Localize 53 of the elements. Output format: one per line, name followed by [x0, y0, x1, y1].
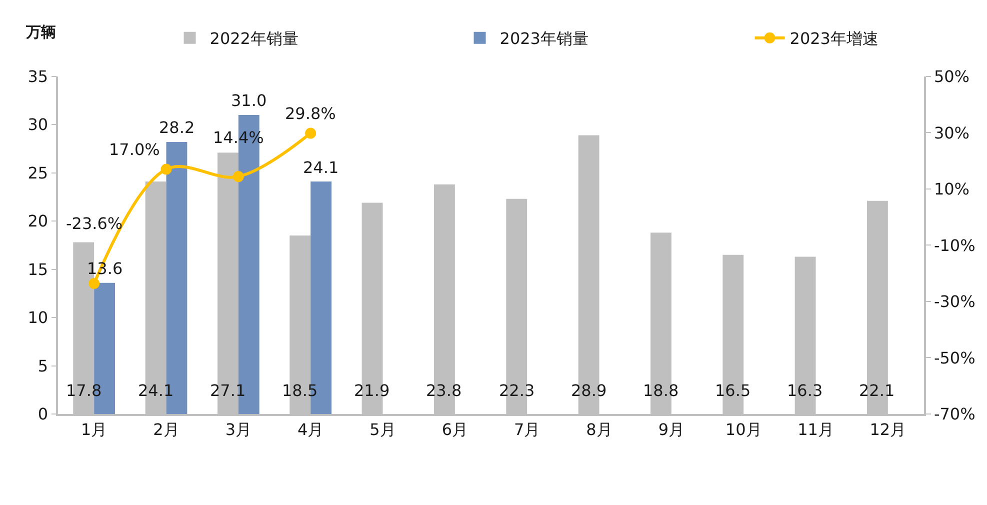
- data-label: 16.3: [787, 381, 823, 400]
- y-axis-title: 万辆: [25, 23, 56, 41]
- y-tick-label: 15: [28, 260, 48, 279]
- x-tick-label: 6月: [442, 420, 468, 439]
- data-label: 27.1: [210, 381, 246, 400]
- data-label: 24.1: [138, 381, 174, 400]
- data-label: 29.8%: [285, 104, 336, 123]
- y-tick-label: 5: [38, 356, 48, 376]
- data-label: 28.9: [571, 381, 607, 400]
- point: [305, 128, 316, 139]
- y-tick-label: 10: [28, 308, 48, 328]
- y-tick-label: 20: [28, 212, 48, 231]
- x-tick-label: 8月: [586, 420, 612, 439]
- data-label: 17.8: [66, 381, 102, 400]
- y2-tick-label: -50%: [934, 348, 976, 368]
- y-tick-label: 35: [28, 67, 48, 86]
- x-tick-label: 1月: [80, 420, 108, 439]
- legend-label: 2023年增速: [790, 29, 878, 48]
- point: [88, 278, 100, 289]
- x-tick-label: 11月: [798, 420, 834, 439]
- x-tick-label: 9月: [658, 420, 685, 439]
- data-label: 16.5: [715, 381, 751, 400]
- data-label: 28.2: [159, 118, 195, 137]
- data-label: 18.8: [643, 381, 679, 400]
- y2-tick-label: -70%: [934, 404, 976, 424]
- x-tick-label: 4月: [297, 420, 324, 439]
- data-label: -23.6%: [66, 214, 123, 233]
- data-label: 23.8: [426, 381, 462, 400]
- point: [160, 164, 172, 175]
- point: [232, 171, 244, 182]
- x-tick-label: 3月: [225, 420, 252, 439]
- y2-tick-label: 50%: [934, 67, 970, 86]
- y-tick-label: 30: [28, 115, 48, 134]
- data-label: 17.0%: [109, 140, 160, 159]
- data-label: 21.9: [354, 381, 390, 400]
- x-tick-label: 12月: [870, 420, 906, 439]
- y2-tick-label: -10%: [934, 236, 976, 255]
- data-label: 24.1: [303, 158, 339, 177]
- x-tick-label: 5月: [370, 420, 396, 439]
- y2-tick-label: 10%: [934, 180, 970, 199]
- legend-label: 2023年销量: [500, 29, 588, 48]
- data-label: 22.1: [859, 381, 895, 400]
- legend-label: 2022年销量: [210, 29, 298, 48]
- data-label: 31.0: [231, 91, 267, 110]
- y2-tick-label: 30%: [934, 123, 970, 142]
- y2-tick-label: -30%: [934, 292, 976, 312]
- x-tick-label: 7月: [514, 420, 540, 439]
- y-tick-label: 25: [28, 163, 48, 182]
- x-tick-label: 10月: [725, 420, 762, 439]
- x-tick-label: 2月: [153, 420, 180, 439]
- data-label: 22.3: [499, 381, 535, 400]
- data-label: 18.5: [282, 381, 318, 400]
- y-tick-label: 0: [38, 404, 48, 424]
